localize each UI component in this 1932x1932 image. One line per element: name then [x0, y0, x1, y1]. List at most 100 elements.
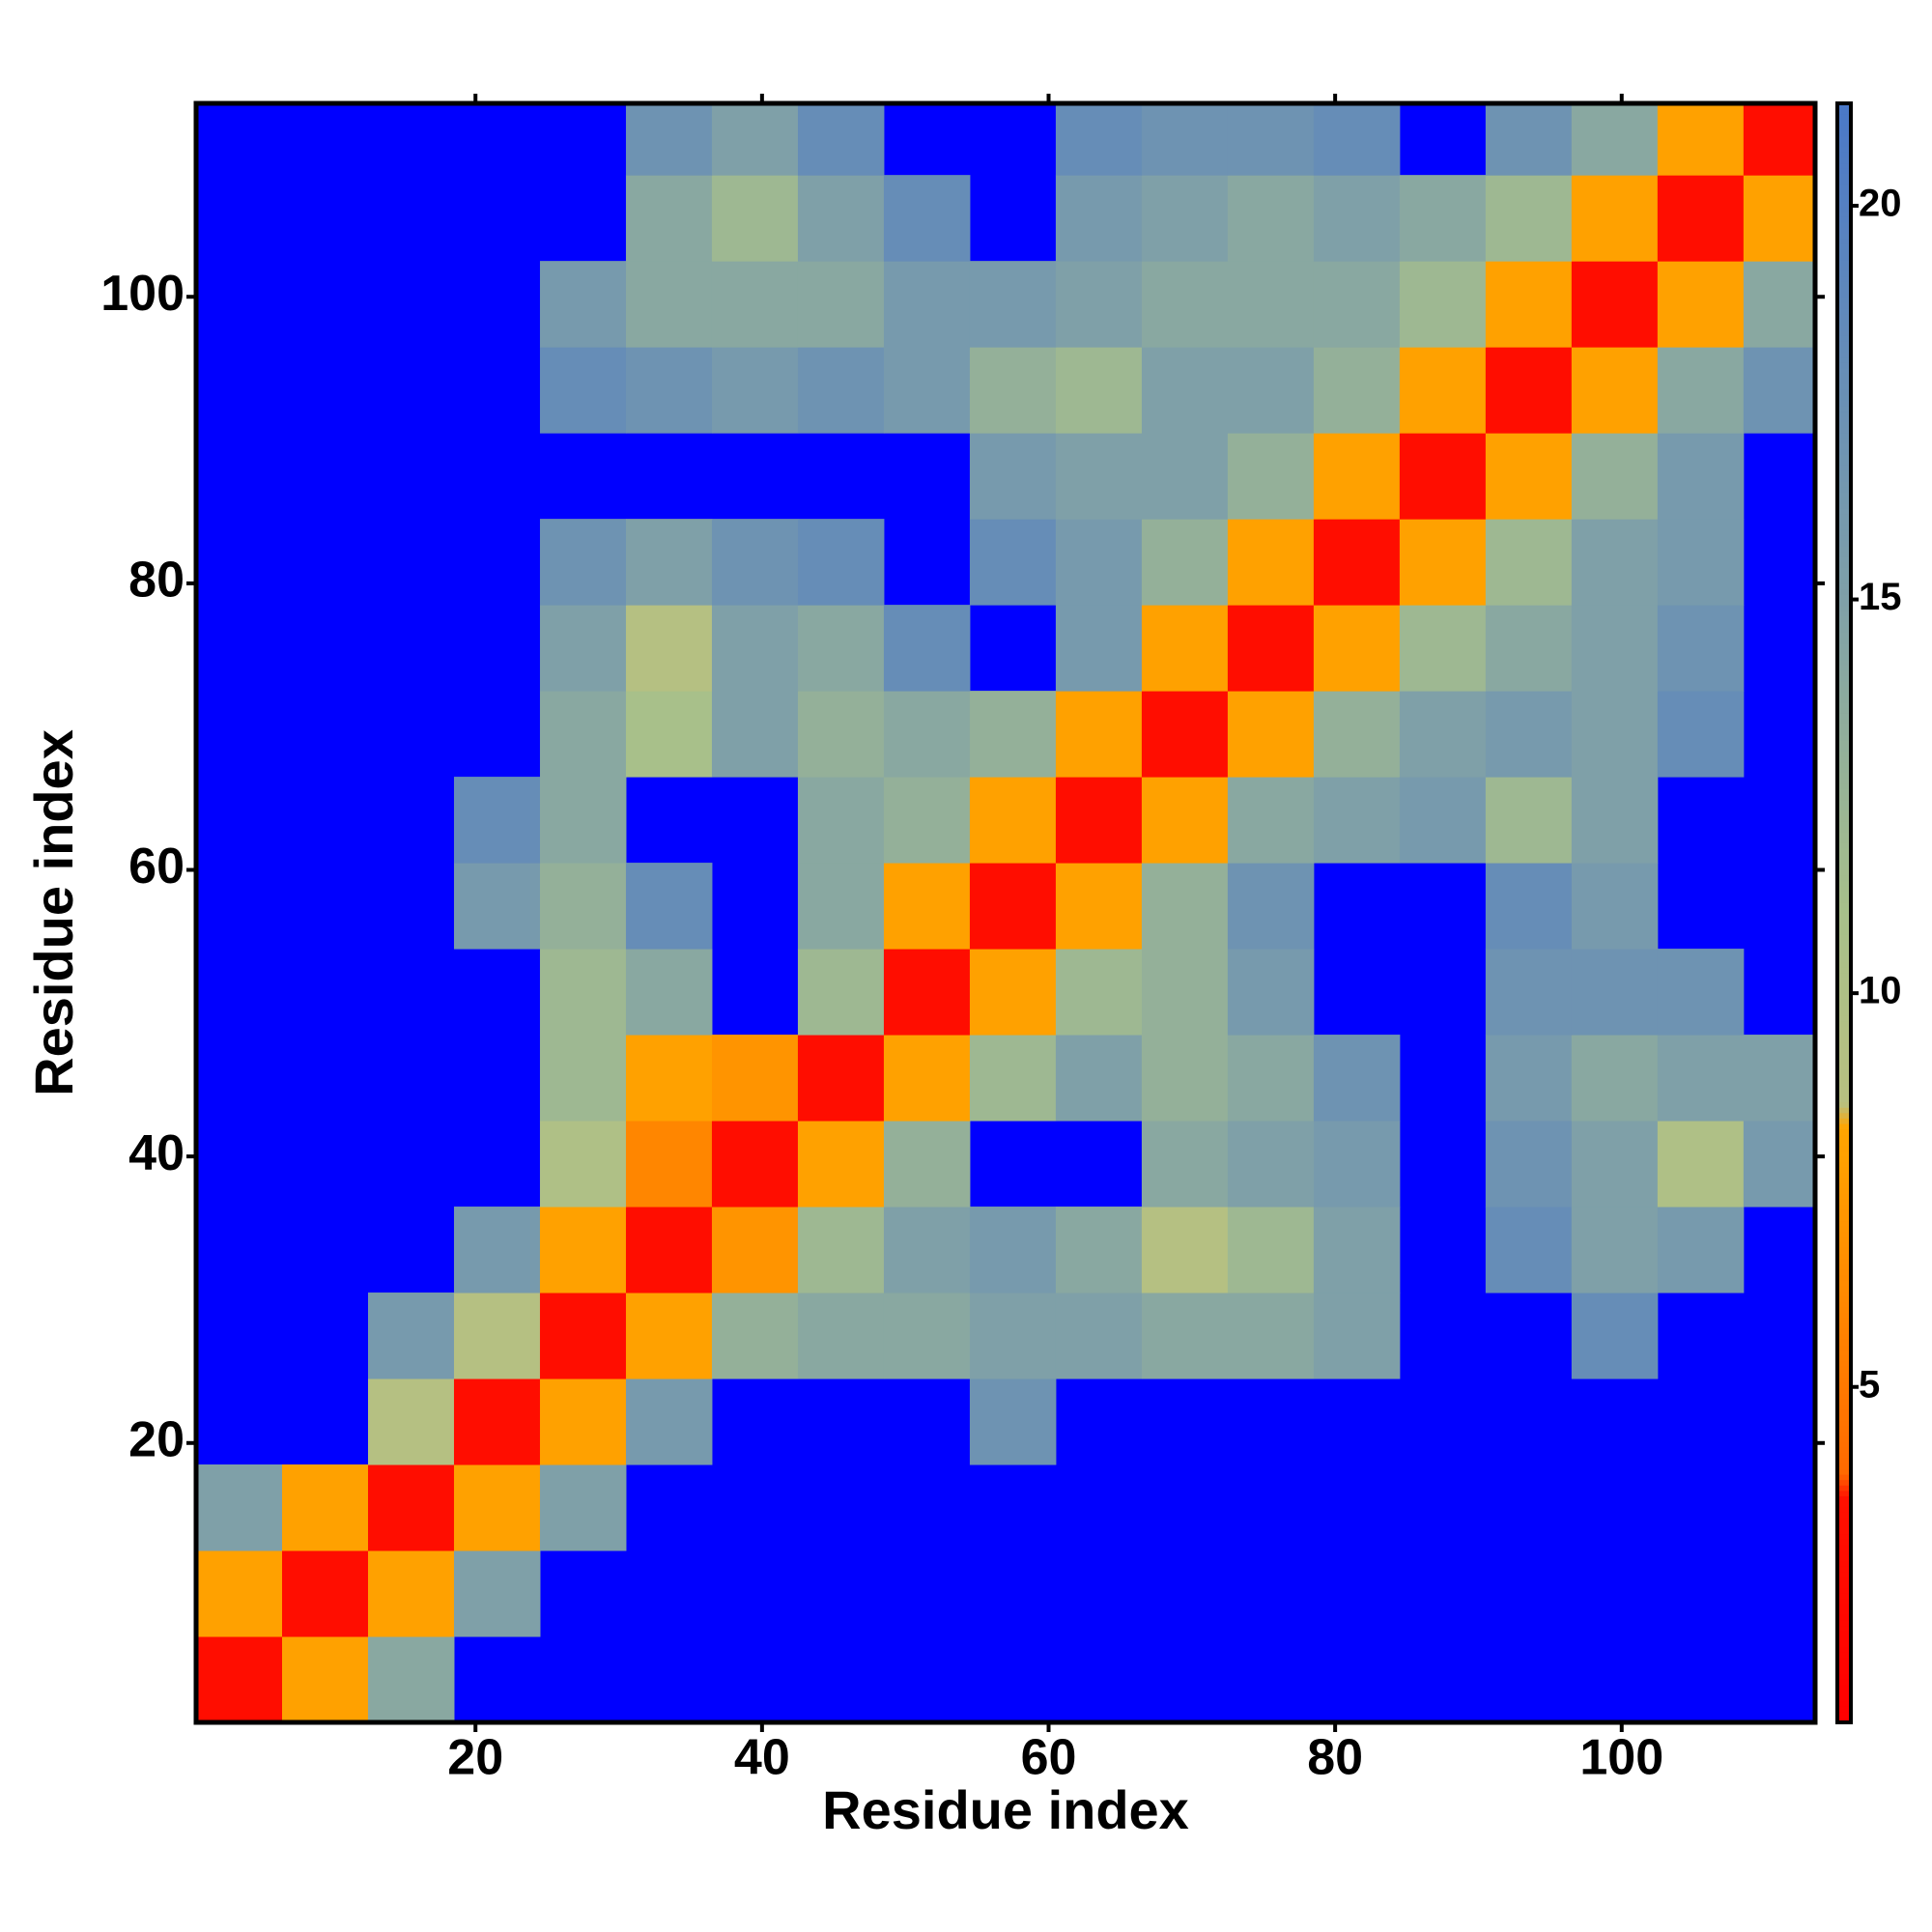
heatmap-cell	[711, 261, 799, 348]
colorbar-strip	[1837, 1134, 1851, 1141]
colorbar-strip	[1837, 605, 1851, 611]
heatmap-cell	[883, 605, 971, 692]
heatmap-cell	[969, 261, 1057, 348]
heatmap-cell	[453, 777, 541, 864]
colorbar-strip	[1837, 1360, 1851, 1367]
colorbar-strip	[1837, 782, 1851, 790]
heatmap-cell	[539, 519, 627, 606]
colorbar-strip	[1837, 1431, 1851, 1437]
heatmap-cell	[1055, 347, 1143, 434]
colorbar-tick-label: 20	[1859, 183, 1902, 225]
colorbar-strip	[1837, 1204, 1851, 1210]
heatmap-cell	[539, 1121, 627, 1208]
heatmap-cell	[711, 347, 799, 434]
colorbar-strip	[1837, 761, 1851, 768]
heatmap-cell	[1313, 519, 1401, 606]
x-tick-label: 20	[447, 1730, 503, 1786]
y-tick-label: 60	[128, 838, 185, 895]
heatmap-cell	[453, 1293, 541, 1379]
heatmap-cell	[1141, 1293, 1229, 1379]
heatmap-cell	[625, 347, 713, 434]
heatmap-cell	[625, 1035, 713, 1122]
colorbar-strip	[1837, 1398, 1851, 1405]
heatmap-cell	[1313, 175, 1401, 262]
colorbar-strip	[1837, 329, 1851, 336]
colorbar-strip	[1837, 270, 1851, 277]
heatmap-cell	[1571, 1121, 1659, 1208]
heatmap-cell	[1571, 261, 1659, 348]
colorbar-strip	[1837, 675, 1851, 682]
heatmap-cell	[1141, 863, 1229, 950]
heatmap-cell	[1399, 175, 1487, 262]
heatmap-cell	[625, 1378, 713, 1465]
colorbar-tick-label: 10	[1859, 970, 1902, 1012]
heatmap-cell	[196, 1636, 283, 1723]
colorbar-strip	[1837, 1301, 1851, 1308]
colorbar-strip	[1837, 1182, 1851, 1189]
colorbar-strip	[1837, 934, 1851, 941]
heatmap-cell	[539, 691, 627, 778]
colorbar-strip	[1837, 847, 1851, 855]
colorbar-strip	[1837, 896, 1851, 903]
heatmap-cell	[281, 1550, 369, 1637]
colorbar-strip	[1837, 1355, 1851, 1362]
heatmap-cell	[1657, 175, 1745, 262]
heatmap-cell	[625, 261, 713, 348]
colorbar-strip	[1837, 1619, 1851, 1627]
colorbar-strip	[1837, 438, 1851, 444]
colorbar-strip	[1837, 653, 1851, 661]
heatmap-cell	[1485, 261, 1573, 348]
heatmap-cell	[1399, 433, 1487, 520]
heatmap-cell	[1399, 261, 1487, 348]
colorbar-strip	[1837, 901, 1851, 909]
heatmap-cell	[453, 863, 541, 950]
colorbar-strip	[1837, 1690, 1851, 1696]
colorbar-strip	[1837, 427, 1851, 434]
colorbar-strip	[1837, 179, 1851, 185]
y-tick-label: 40	[128, 1125, 185, 1181]
colorbar-strip	[1837, 1058, 1851, 1065]
colorbar-strip	[1837, 1425, 1851, 1432]
colorbar-strip	[1837, 767, 1851, 774]
colorbar-strip	[1837, 1435, 1851, 1443]
heatmap-cell	[797, 347, 885, 434]
colorbar-strip	[1837, 874, 1851, 882]
heatmap-cell	[1743, 103, 1816, 176]
colorbar-strip	[1837, 1512, 1851, 1519]
heatmap-cell	[1141, 261, 1229, 348]
colorbar-strip	[1837, 805, 1851, 811]
colorbar-strip	[1837, 632, 1851, 639]
colorbar-strip	[1837, 611, 1851, 617]
heatmap-cell	[1055, 949, 1143, 1036]
colorbar-strip	[1837, 394, 1851, 401]
heatmap-cell	[1313, 1207, 1401, 1293]
heatmap-cell	[196, 1550, 283, 1637]
colorbar-strip	[1837, 1495, 1851, 1502]
colorbar-strip	[1837, 729, 1851, 736]
heatmap-cell	[1055, 103, 1143, 176]
colorbar-strip	[1837, 1312, 1851, 1319]
heatmap-cell	[883, 777, 971, 864]
colorbar-strip	[1837, 724, 1851, 730]
colorbar-strip	[1837, 265, 1851, 271]
heatmap-cell	[797, 777, 885, 864]
colorbar-strip	[1837, 475, 1851, 482]
colorbar-strip	[1837, 665, 1851, 671]
colorbar-strip	[1837, 546, 1851, 553]
colorbar-strip	[1837, 588, 1851, 595]
colorbar-strip	[1837, 999, 1851, 1006]
colorbar-strip	[1837, 648, 1851, 655]
colorbar-strip	[1837, 1452, 1851, 1459]
heatmap-cell	[1227, 175, 1315, 262]
heatmap-cell	[969, 433, 1057, 520]
heatmap-cell	[539, 261, 627, 348]
heatmap-cell	[1657, 691, 1745, 778]
colorbar-strip	[1837, 1485, 1851, 1492]
heatmap-cell	[539, 777, 627, 864]
heatmap-cell	[539, 949, 627, 1036]
heatmap-cell	[1657, 347, 1745, 434]
colorbar-strip	[1837, 1608, 1851, 1615]
colorbar-strip	[1837, 815, 1851, 822]
colorbar-strip	[1837, 194, 1851, 202]
heatmap-cell	[453, 1464, 541, 1551]
